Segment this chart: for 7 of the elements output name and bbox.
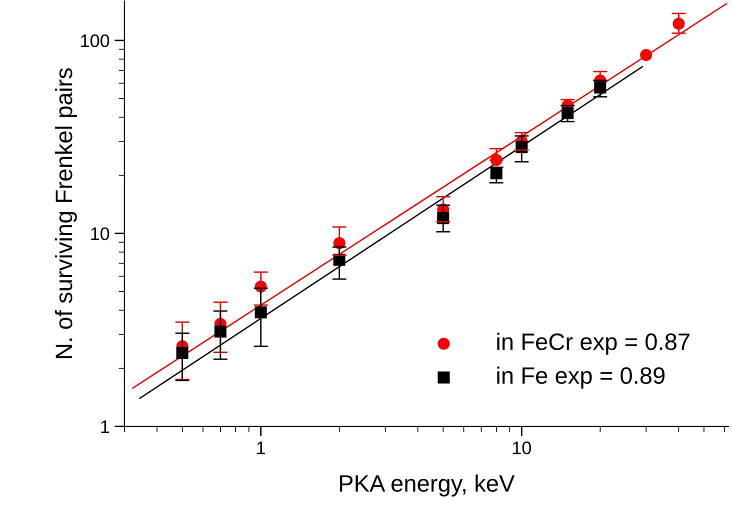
legend-label: in Fe exp = 0.89 — [497, 366, 665, 389]
y-tick-label: 10 — [91, 227, 110, 240]
y-axis-title: N. of surviving Frenkel pairs — [54, 68, 77, 358]
x-axis-title: PKA energy, keV — [340, 474, 515, 496]
y-tick-label: 100 — [81, 34, 110, 48]
y-tick-label: 1 — [101, 420, 109, 433]
legend-label: in FeCr exp = 0.87 — [497, 332, 690, 355]
